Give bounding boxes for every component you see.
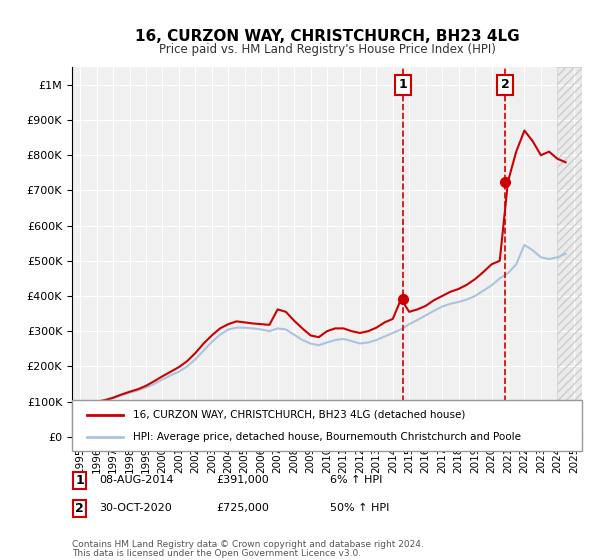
FancyBboxPatch shape <box>73 473 86 489</box>
Bar <box>557 67 582 437</box>
Text: Contains HM Land Registry data © Crown copyright and database right 2024.: Contains HM Land Registry data © Crown c… <box>72 540 424 549</box>
FancyBboxPatch shape <box>72 400 582 451</box>
FancyBboxPatch shape <box>73 501 86 517</box>
Text: 1: 1 <box>398 78 407 91</box>
Text: 16, CURZON WAY, CHRISTCHURCH, BH23 4LG: 16, CURZON WAY, CHRISTCHURCH, BH23 4LG <box>134 29 520 44</box>
Text: £391,000: £391,000 <box>216 475 269 485</box>
Text: This data is licensed under the Open Government Licence v3.0.: This data is licensed under the Open Gov… <box>72 549 361 558</box>
Text: 08-AUG-2014: 08-AUG-2014 <box>99 475 173 485</box>
Text: 2: 2 <box>75 502 84 515</box>
Text: 50% ↑ HPI: 50% ↑ HPI <box>330 503 389 513</box>
Text: 30-OCT-2020: 30-OCT-2020 <box>99 503 172 513</box>
Text: 2: 2 <box>501 78 509 91</box>
Text: £725,000: £725,000 <box>216 503 269 513</box>
Text: HPI: Average price, detached house, Bournemouth Christchurch and Poole: HPI: Average price, detached house, Bour… <box>133 432 521 442</box>
Text: 16, CURZON WAY, CHRISTCHURCH, BH23 4LG (detached house): 16, CURZON WAY, CHRISTCHURCH, BH23 4LG (… <box>133 409 466 419</box>
Text: Price paid vs. HM Land Registry's House Price Index (HPI): Price paid vs. HM Land Registry's House … <box>158 43 496 56</box>
Text: 1: 1 <box>75 474 84 487</box>
Bar <box>557 67 582 437</box>
Text: 6% ↑ HPI: 6% ↑ HPI <box>330 475 382 485</box>
